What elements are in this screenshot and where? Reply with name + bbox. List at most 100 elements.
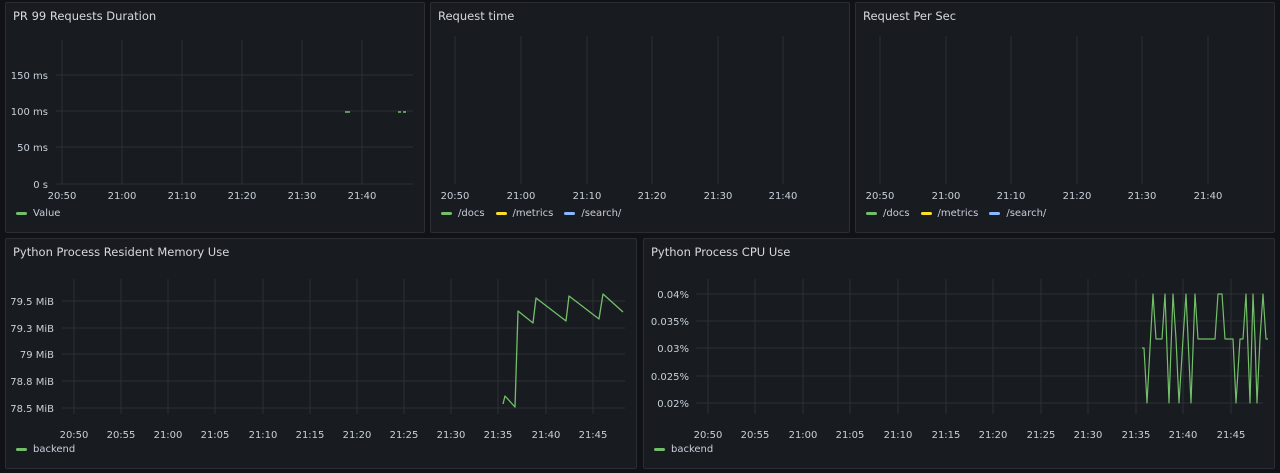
x-tick: 21:30 <box>437 430 466 441</box>
legend: /docs /metrics /search/ <box>866 208 1051 219</box>
x-tick: 21:00 <box>507 191 536 202</box>
x-tick: 21:15 <box>932 430 961 441</box>
legend-item-metrics[interactable]: /metrics <box>495 208 554 219</box>
x-tick: 20:50 <box>694 430 723 441</box>
x-tick: 21:10 <box>249 430 278 441</box>
y-tick: 78.5 MiB <box>10 404 54 415</box>
x-tick: 21:20 <box>979 430 1008 441</box>
chart-python-memory: 79.5 MiB 79.3 MiB 79 MiB 78.8 MiB 78.5 M… <box>10 279 625 441</box>
x-tick: 21:35 <box>1122 430 1151 441</box>
x-tick: 21:10 <box>573 191 602 202</box>
x-tick: 20:55 <box>107 430 136 441</box>
x-tick: 21:20 <box>343 430 372 441</box>
x-tick: 21:00 <box>932 191 961 202</box>
legend-swatch-icon <box>16 212 27 215</box>
legend-item-docs[interactable]: /docs <box>441 208 485 219</box>
legend-swatch-icon <box>989 212 1001 215</box>
x-tick: 21:40 <box>1169 430 1198 441</box>
legend: Value <box>16 208 65 219</box>
panel-title[interactable]: Request time <box>438 9 515 23</box>
legend-label: backend <box>33 444 76 455</box>
legend-swatch-icon <box>441 212 452 215</box>
x-tick: 21:05 <box>201 430 230 441</box>
x-tick: 21:10 <box>884 430 913 441</box>
legend-label: /search/ <box>581 208 622 219</box>
y-tick: 0.02% <box>657 399 689 410</box>
x-tick: 21:30 <box>1074 430 1103 441</box>
panel-request-per-sec[interactable]: Request Per Sec 20:50 21:00 21:10 21:20 … <box>855 2 1275 233</box>
y-tick: 0.04% <box>657 290 689 301</box>
x-tick: 21:25 <box>390 430 419 441</box>
x-tick: 21:05 <box>836 430 865 441</box>
legend-item-docs[interactable]: /docs <box>866 208 910 219</box>
legend-item-value[interactable]: Value <box>16 208 60 219</box>
legend-item-metrics[interactable]: /metrics <box>920 208 979 219</box>
panel-title[interactable]: PR 99 Requests Duration <box>13 9 157 23</box>
x-tick: 21:25 <box>1027 430 1056 441</box>
y-tick: 79.3 MiB <box>10 324 54 335</box>
y-tick: 50 ms <box>17 143 48 154</box>
legend-label: Value <box>33 208 61 219</box>
panel-pr99-requests-duration[interactable]: PR 99 Requests Duration 150 ms 100 ms 50… <box>5 2 425 233</box>
x-tick: 21:30 <box>288 191 317 202</box>
panel-title[interactable]: Python Process CPU Use <box>651 245 791 259</box>
y-tick: 100 ms <box>11 107 48 118</box>
x-tick: 21:30 <box>1128 191 1157 202</box>
legend-swatch-icon <box>495 212 507 215</box>
x-tick: 21:45 <box>579 430 608 441</box>
legend-swatch-icon <box>564 212 576 215</box>
legend-label: /docs <box>883 208 910 219</box>
legend-item-backend[interactable]: backend <box>16 444 75 455</box>
y-tick: 79 MiB <box>20 350 54 361</box>
panel-request-time[interactable]: Request time 20:50 21:00 21:10 21:20 21:… <box>430 2 850 233</box>
legend-label: /docs <box>458 208 485 219</box>
x-tick: 21:20 <box>1063 191 1092 202</box>
panel-python-cpu[interactable]: Python Process CPU Use 0.04% 0.035% 0.03… <box>643 238 1275 469</box>
x-tick: 21:15 <box>296 430 325 441</box>
chart-python-cpu: 0.04% 0.035% 0.03% 0.025% 0.02% 20:50 20… <box>651 279 1268 441</box>
legend-label: /search/ <box>1006 208 1047 219</box>
x-tick: 20:50 <box>48 191 77 202</box>
y-tick: 150 ms <box>11 71 48 82</box>
x-tick: 21:35 <box>484 430 513 441</box>
x-tick: 21:10 <box>997 191 1026 202</box>
legend-label: /metrics <box>512 208 554 219</box>
x-tick: 20:50 <box>441 191 470 202</box>
legend-label: /metrics <box>937 208 979 219</box>
x-tick: 20:55 <box>741 430 770 441</box>
x-tick: 20:50 <box>60 430 89 441</box>
legend: /docs /metrics /search/ <box>441 208 626 219</box>
series-backend <box>1142 293 1268 404</box>
legend-swatch-icon <box>866 212 877 215</box>
y-tick: 0.035% <box>651 317 689 328</box>
legend-swatch-icon <box>920 212 932 215</box>
y-tick: 79.5 MiB <box>10 297 54 308</box>
legend-swatch-icon <box>654 448 665 451</box>
y-tick: 0.025% <box>651 372 689 383</box>
legend-item-search[interactable]: /search/ <box>989 208 1046 219</box>
chart-request-time: 20:50 21:00 21:10 21:20 21:30 21:40 <box>441 36 797 202</box>
panel-python-memory[interactable]: Python Process Resident Memory Use 79.5 … <box>5 238 637 469</box>
legend-label: backend <box>671 444 714 455</box>
legend-item-search[interactable]: /search/ <box>564 208 621 219</box>
x-tick: 21:00 <box>154 430 183 441</box>
x-tick: 21:45 <box>1217 430 1246 441</box>
x-tick: 21:40 <box>1194 191 1223 202</box>
legend-item-backend[interactable]: backend <box>654 444 713 455</box>
series-backend <box>502 293 624 408</box>
y-tick: 0.03% <box>657 344 689 355</box>
x-tick: 21:40 <box>348 191 377 202</box>
x-tick: 21:00 <box>108 191 137 202</box>
x-tick: 21:10 <box>168 191 197 202</box>
y-tick: 78.8 MiB <box>10 377 54 388</box>
x-tick: 21:30 <box>704 191 733 202</box>
chart-pr99-requests-duration: 150 ms 100 ms 50 ms 0 s 20:50 21:00 21:1… <box>11 40 413 202</box>
legend-swatch-icon <box>16 448 27 451</box>
legend: backend <box>654 444 718 455</box>
panel-title[interactable]: Request Per Sec <box>863 9 957 23</box>
panel-title[interactable]: Python Process Resident Memory Use <box>13 245 230 259</box>
x-tick: 21:40 <box>532 430 561 441</box>
x-tick: 20:50 <box>866 191 895 202</box>
x-tick: 21:20 <box>638 191 667 202</box>
chart-request-per-sec: 20:50 21:00 21:10 21:20 21:30 21:40 <box>866 36 1223 202</box>
